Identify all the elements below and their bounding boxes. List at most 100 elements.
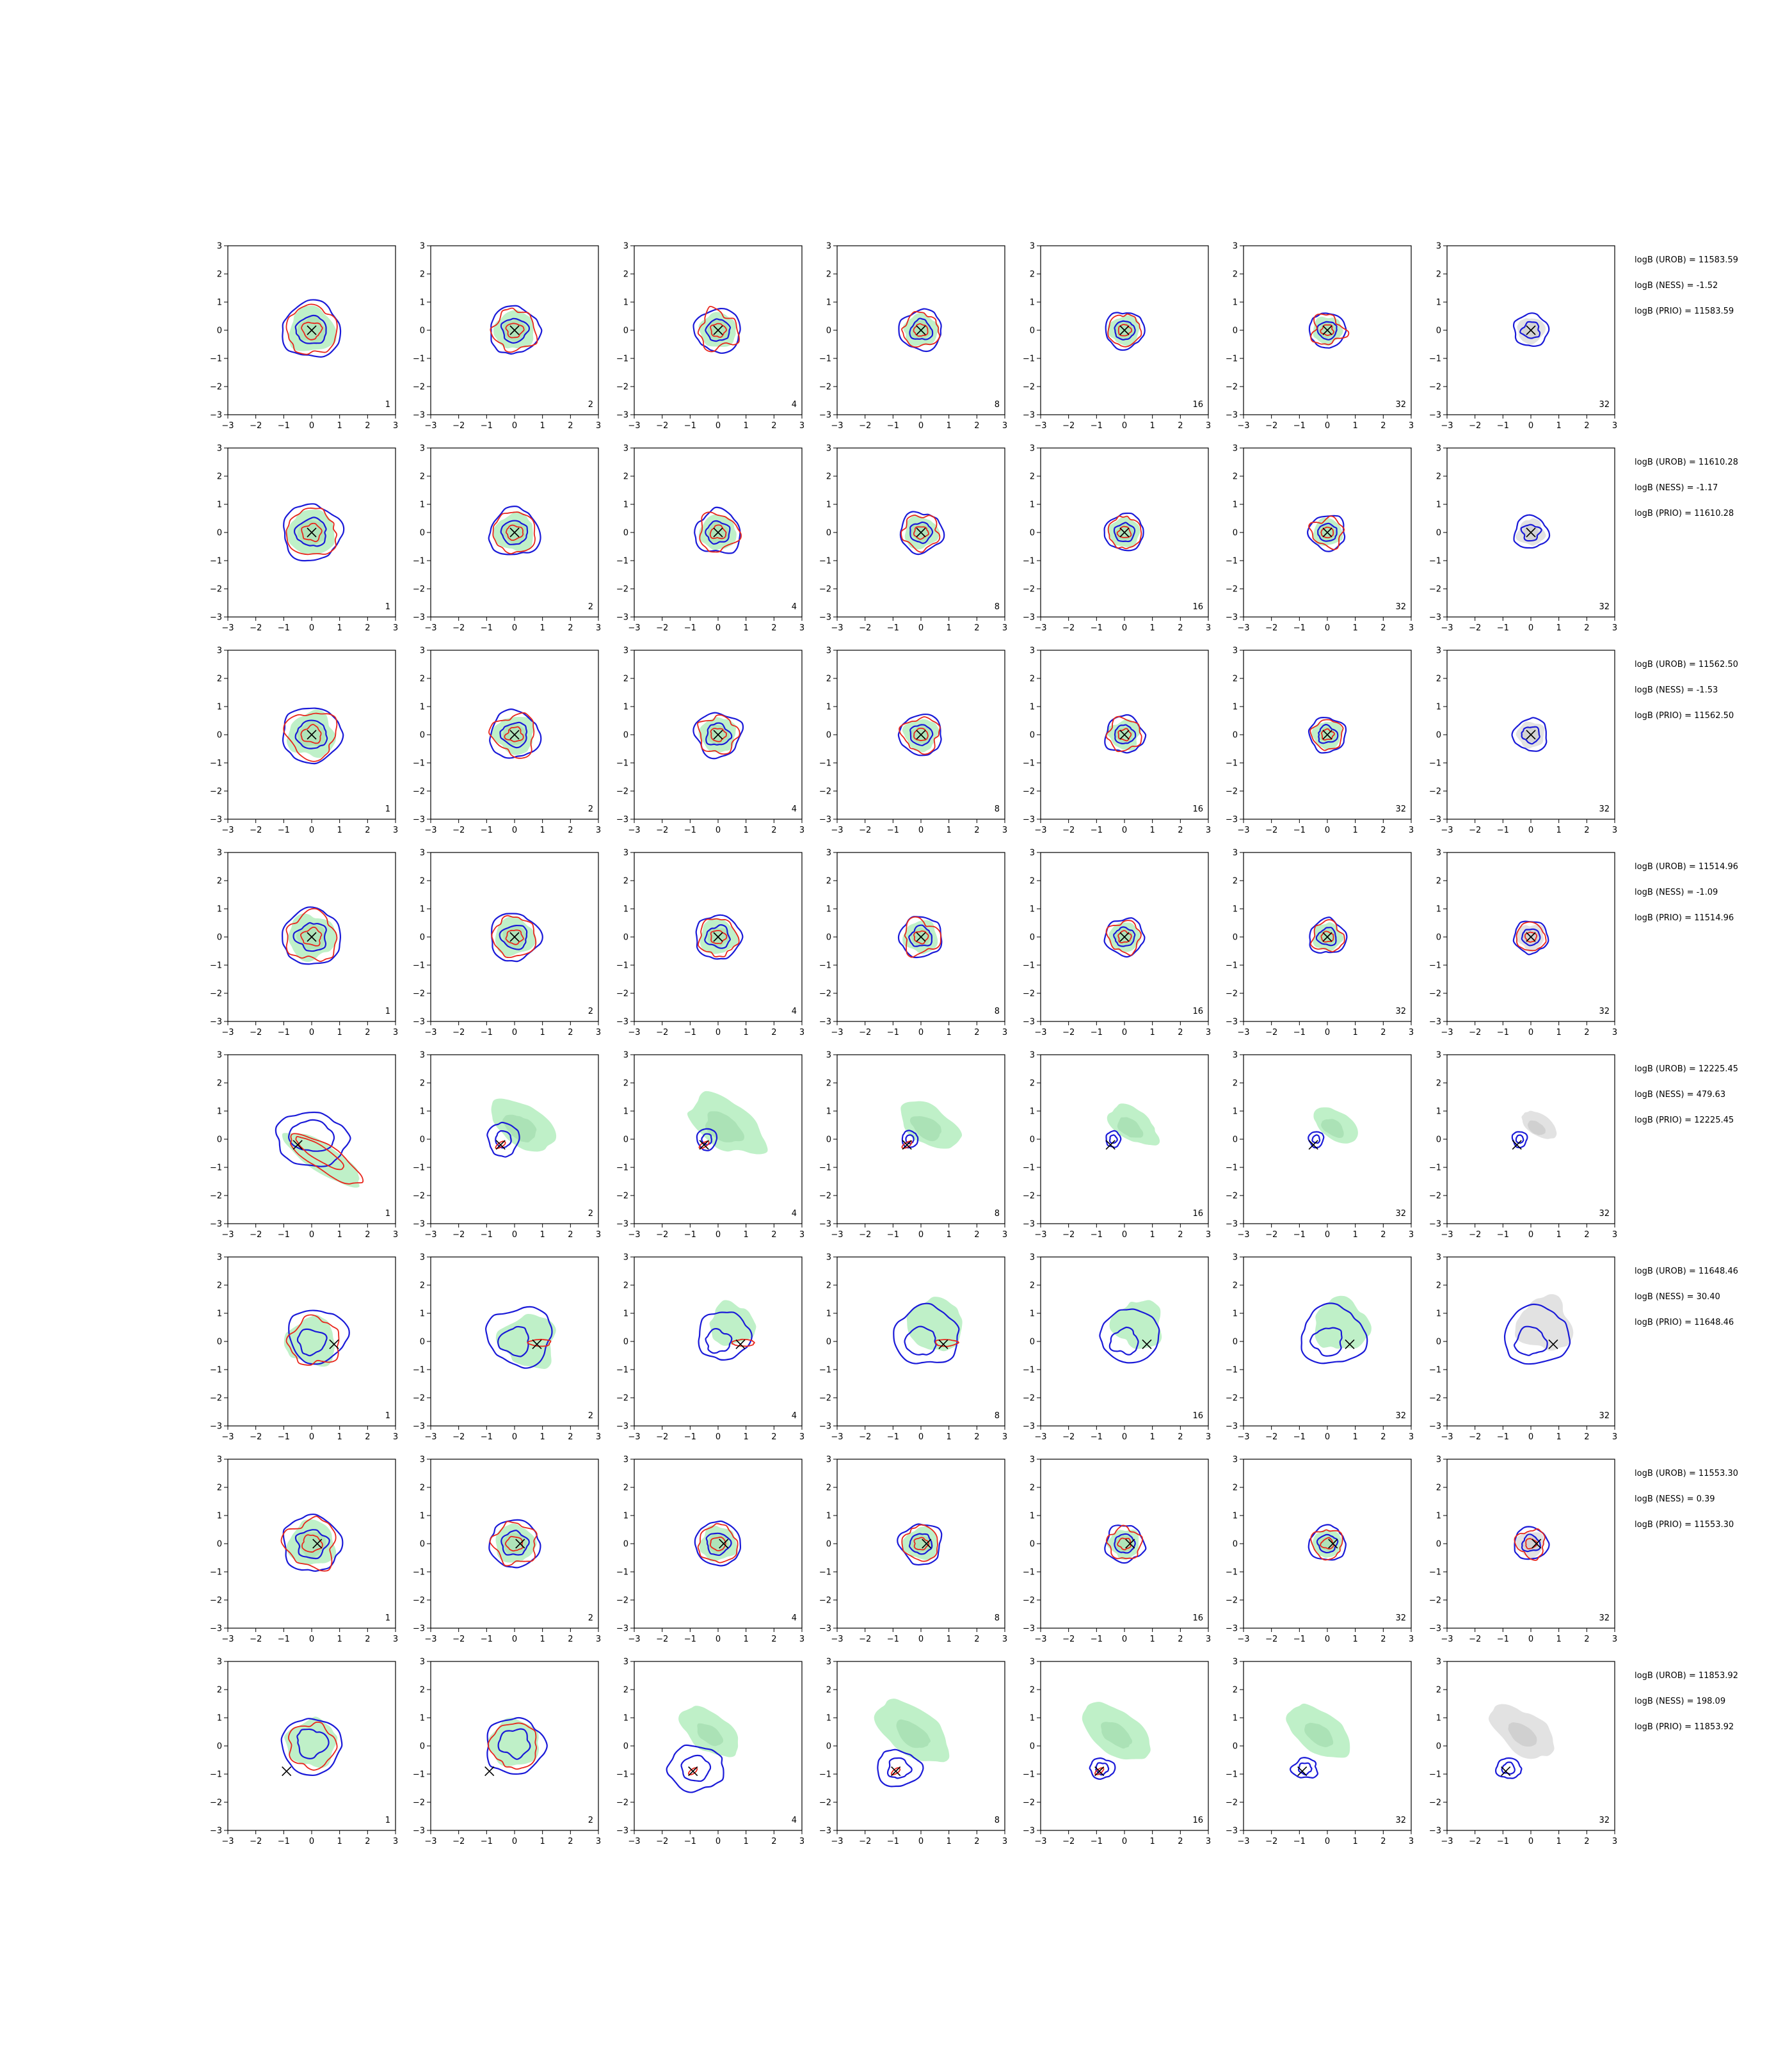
x-tick-label: 1 (540, 1432, 545, 1442)
x-tick-label: −2 (656, 1635, 668, 1644)
x-tick-label: 2 (1380, 1028, 1386, 1037)
x-tick-label: 1 (744, 421, 749, 431)
panel-plot (488, 506, 541, 556)
x-tick-label: −2 (250, 1230, 262, 1240)
y-tick-label: 0 (826, 731, 831, 740)
y-tick-label: 0 (420, 1742, 425, 1752)
panel-r3-c5: −3 −2 −1 0 1 2 3 −3 −2 −1 0 1 2 3 16 (1023, 646, 1211, 836)
x-tick-label: −3 (1441, 826, 1453, 835)
density-core (705, 1111, 745, 1142)
panel-r7-c5: −3 −2 −1 0 1 2 3 −3 −2 −1 0 1 2 3 16 (1023, 1455, 1211, 1645)
x-tick-label: −1 (684, 1432, 696, 1442)
red-contour (285, 1314, 340, 1366)
x-tick-label: 3 (1206, 1837, 1211, 1846)
red-contour-inner (913, 526, 929, 540)
panel-r1-c7: −3 −2 −1 0 1 2 3 −3 −2 −1 0 1 2 3 32 (1429, 242, 1617, 431)
red-contour-outer (699, 511, 742, 553)
y-tick-label: 2 (623, 472, 628, 482)
panel-r1-c2: −3 −2 −1 0 1 2 3 −3 −2 −1 0 1 2 3 2 (413, 242, 601, 431)
blue-contour-inner (909, 724, 934, 746)
red-contour-inner (1320, 931, 1334, 943)
x-tick-label: 1 (744, 1432, 749, 1442)
x-tick-label: 1 (1353, 1432, 1358, 1442)
y-tick-label: 2 (1030, 1484, 1035, 1493)
true-value-marker (719, 1539, 729, 1549)
y-tick-label: 2 (1233, 877, 1238, 886)
y-tick-label: 2 (1436, 1484, 1441, 1493)
y-tick-label: 1 (1030, 1107, 1035, 1117)
red-contour-outer (901, 1524, 938, 1562)
x-tick-label: 0 (512, 623, 517, 633)
panel-corner-label: 32 (1395, 1816, 1406, 1825)
panel-plot (1306, 515, 1346, 552)
x-tick-label: −3 (628, 1635, 640, 1644)
blue-contour-outer (490, 305, 543, 355)
y-tick-label: 1 (1436, 1512, 1441, 1521)
x-tick-label: 1 (947, 1230, 952, 1240)
y-tick-label: 1 (1436, 703, 1441, 712)
x-tick-label: −3 (424, 1432, 436, 1442)
panel-r2-c2: −3 −2 −1 0 1 2 3 −3 −2 −1 0 1 2 3 2 (413, 444, 601, 634)
x-tick-label: −3 (1034, 1432, 1046, 1442)
x-tick-label: −2 (1265, 1230, 1277, 1240)
x-tick-label: 0 (1122, 1432, 1127, 1442)
x-tick-label: −3 (628, 1028, 640, 1037)
x-tick-label: 3 (1002, 1432, 1007, 1442)
x-tick-label: 1 (540, 1028, 545, 1037)
red-contour-outer (283, 712, 338, 762)
y-tick-label: 1 (1030, 298, 1035, 308)
red-contour-outer (904, 916, 941, 958)
density-fill (1514, 1294, 1574, 1351)
x-tick-label: −3 (424, 1028, 436, 1037)
logB-stat: logB (PRIO) = 12225.45 (1635, 1116, 1734, 1125)
y-tick-label: −1 (616, 557, 628, 566)
y-tick-label: 2 (1233, 472, 1238, 482)
y-tick-label: −1 (819, 1770, 831, 1780)
panel-r4-c1: −3 −2 −1 0 1 2 3 −3 −2 −1 0 1 2 3 1 (210, 849, 398, 1038)
red-contour-inner (504, 726, 524, 742)
y-tick-label: 1 (420, 703, 425, 712)
y-tick-label: 0 (217, 933, 222, 943)
true-value-marker (1526, 932, 1536, 942)
x-tick-label: −1 (887, 826, 899, 835)
y-tick-label: −1 (210, 961, 222, 971)
panel-corner-label: 8 (995, 602, 1000, 612)
y-tick-label: 0 (420, 1338, 425, 1347)
panel-r5-c5: −3 −2 −1 0 1 2 3 −3 −2 −1 0 1 2 3 16 (1023, 1051, 1211, 1240)
y-tick-label: 0 (420, 1135, 425, 1145)
y-tick-label: 3 (420, 444, 425, 454)
y-tick-label: 0 (1436, 1338, 1441, 1347)
true-value-marker (688, 1766, 698, 1777)
y-tick-label: −2 (1226, 383, 1238, 392)
y-tick-label: −2 (1023, 1394, 1035, 1404)
true-value-marker (329, 1339, 339, 1349)
x-tick-label: 1 (1556, 1230, 1562, 1240)
x-tick-label: 0 (512, 1635, 517, 1644)
blue-contour-inner (1317, 522, 1338, 542)
y-tick-label: 0 (217, 529, 222, 538)
true-value-marker (509, 932, 520, 942)
x-tick-label: −1 (278, 421, 290, 431)
x-tick-label: 3 (799, 1230, 804, 1240)
panel-plot (1103, 917, 1146, 958)
y-tick-label: 3 (420, 1658, 425, 1667)
x-tick-label: −3 (628, 826, 640, 835)
x-tick-label: −2 (452, 1635, 465, 1644)
x-tick-label: 2 (1380, 421, 1386, 431)
x-tick-label: 2 (568, 1837, 573, 1846)
x-tick-label: −2 (1062, 1635, 1075, 1644)
row-stats-3: logB (UROB) = 11562.50 logB (NESS) = -1.5… (1635, 660, 1738, 721)
x-tick-label: 2 (771, 623, 776, 633)
x-tick-label: 1 (337, 623, 342, 633)
blue-contour-inner (1521, 1533, 1541, 1553)
red-contour-outer (488, 712, 535, 759)
red-contour (890, 1767, 901, 1775)
y-tick-label: −1 (210, 759, 222, 769)
panel-corner-label: 32 (1599, 1209, 1610, 1219)
y-tick-label: −2 (413, 585, 425, 595)
blue-contour-outer (1105, 312, 1146, 351)
panel-corner-label: 1 (385, 400, 390, 410)
red-contour-inner (1117, 728, 1132, 742)
blue-contour-inner (1521, 726, 1540, 745)
panel-r1-c4: −3 −2 −1 0 1 2 3 −3 −2 −1 0 1 2 3 8 (819, 242, 1007, 431)
